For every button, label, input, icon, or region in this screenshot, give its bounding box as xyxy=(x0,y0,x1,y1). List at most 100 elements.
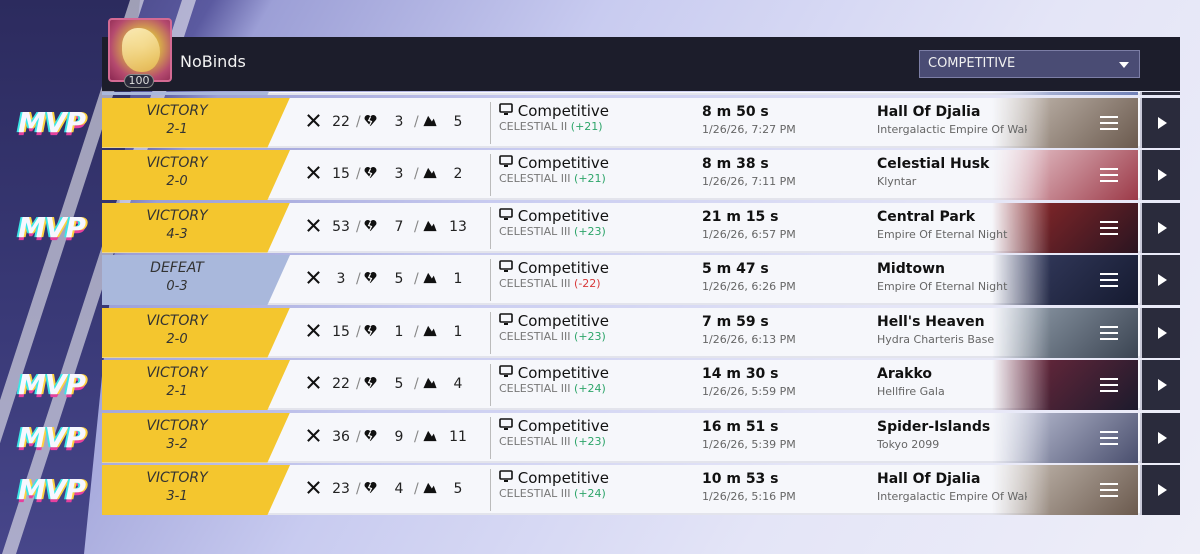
mode-name: Competitive xyxy=(517,364,609,382)
match-row[interactable]: VICTORY 3-1 23 / 4 / 5 Competitive CELES… xyxy=(102,465,1180,515)
result-label: VICTORY xyxy=(146,417,208,434)
map-name: Arakko xyxy=(877,366,933,382)
deaths-value: 3 xyxy=(394,113,404,130)
result-banner: VICTORY 4-3 xyxy=(102,202,290,253)
replay-play-button[interactable] xyxy=(1140,150,1180,200)
stat-separator: / xyxy=(356,113,361,130)
mvp-badge: MVP xyxy=(18,420,86,454)
replay-play-button[interactable] xyxy=(1140,255,1180,305)
match-date: 1/26/26, 6:26 PM xyxy=(702,280,796,293)
details-menu-icon[interactable] xyxy=(1098,112,1120,134)
kills-icon xyxy=(306,113,321,132)
assists-icon xyxy=(422,323,438,342)
kills-icon xyxy=(306,165,321,184)
monitor-icon xyxy=(499,364,513,382)
assists-icon xyxy=(422,375,438,394)
stat-separator: / xyxy=(414,481,419,497)
mode-filter-value: COMPETITIVE xyxy=(928,56,1016,71)
replay-play-button[interactable] xyxy=(1140,360,1180,410)
result-score: 2-0 xyxy=(166,331,188,347)
player-avatar[interactable] xyxy=(108,18,172,82)
deaths-icon xyxy=(363,323,378,342)
monitor-icon xyxy=(499,102,513,120)
match-row[interactable]: VICTORY 4-3 53 / 7 / 13 Competitive CELE… xyxy=(102,202,1180,253)
result-score: 2-1 xyxy=(166,384,188,399)
match-row[interactable]: VICTORY 2-0 15 / 3 / 2 Competitive CELES… xyxy=(102,150,1180,200)
monitor-icon xyxy=(499,207,513,225)
result-banner: VICTORY 2-0 xyxy=(102,307,290,358)
kills-value: 22 xyxy=(332,113,350,130)
stat-separator: / xyxy=(414,376,419,392)
deaths-value: 7 xyxy=(394,218,404,235)
match-time: 21 m 15 s 1/26/26, 6:57 PM xyxy=(702,209,796,241)
deaths-icon xyxy=(363,375,378,394)
mvp-badge: MVP xyxy=(18,210,86,244)
kills-icon xyxy=(306,480,321,499)
deaths-value: 5 xyxy=(394,271,404,287)
game-mode: Competitive CELESTIAL III (+23) xyxy=(490,311,609,354)
monitor-icon xyxy=(499,312,513,330)
replay-play-button[interactable] xyxy=(1140,97,1180,148)
stat-separator: / xyxy=(356,271,361,287)
match-row[interactable]: DEFEAT 0-1 5 / 6 / 2 Competitive CELESTI… xyxy=(102,92,1180,95)
details-menu-icon[interactable] xyxy=(1098,479,1120,501)
map-area: Tokyo 2099 xyxy=(877,437,940,451)
match-time: 8 m 50 s 1/26/26, 7:27 PM xyxy=(702,104,796,136)
details-menu-icon[interactable] xyxy=(1098,217,1120,239)
match-time: 7 m 59 s 1/26/26, 6:13 PM xyxy=(702,314,796,346)
assists-value: 5 xyxy=(453,481,463,497)
kills-value: 36 xyxy=(332,428,350,445)
map-name: Hall Of Djalia xyxy=(877,103,981,120)
map-info: Hell's Heaven Hydra Charteris Base xyxy=(877,314,1027,346)
match-row[interactable]: VICTORY 3-2 36 / 9 / 11 Competitive CELE… xyxy=(102,412,1180,463)
stat-separator: / xyxy=(356,428,361,445)
mvp-badge: MVP xyxy=(18,473,86,506)
match-time: 5 m 47 s 1/26/26, 6:26 PM xyxy=(702,261,796,293)
assists-icon xyxy=(422,113,438,132)
chevron-down-icon xyxy=(1119,62,1129,68)
match-row[interactable]: VICTORY 2-1 22 / 5 / 4 Competitive CELES… xyxy=(102,360,1180,410)
result-score: 4-3 xyxy=(166,226,188,242)
details-menu-icon[interactable] xyxy=(1098,269,1120,291)
rank-label: CELESTIAL III xyxy=(499,434,571,448)
monitor-icon xyxy=(499,154,513,172)
match-duration: 10 m 53 s xyxy=(702,471,779,487)
match-duration: 7 m 59 s xyxy=(702,313,769,330)
result-banner: DEFEAT 0-1 xyxy=(102,92,290,95)
assists-icon xyxy=(422,218,438,237)
map-thumbnail xyxy=(992,92,1138,95)
map-area: Empire Of Eternal Night xyxy=(877,280,1008,293)
replay-play-button[interactable] xyxy=(1140,202,1180,253)
monitor-icon xyxy=(499,259,513,277)
details-menu-icon[interactable] xyxy=(1098,427,1120,449)
match-history-list[interactable]: DEFEAT 0-1 5 / 6 / 2 Competitive CELESTI… xyxy=(102,92,1180,554)
stat-separator: / xyxy=(356,218,361,235)
assists-value: 1 xyxy=(453,271,463,287)
replay-play-button[interactable] xyxy=(1140,412,1180,463)
match-row[interactable]: DEFEAT 0-3 3 / 5 / 1 Competitive CELESTI… xyxy=(102,255,1180,305)
mode-filter-dropdown[interactable]: COMPETITIVE xyxy=(919,50,1140,78)
kills-icon xyxy=(306,375,321,394)
deaths-value: 1 xyxy=(394,323,404,340)
details-menu-icon[interactable] xyxy=(1098,164,1120,186)
deaths-value: 4 xyxy=(394,481,404,497)
replay-play-button[interactable] xyxy=(1140,307,1180,358)
match-row[interactable]: VICTORY 2-1 22 / 3 / 5 Competitive CELES… xyxy=(102,97,1180,148)
replay-play-button[interactable] xyxy=(1140,92,1180,95)
match-row[interactable]: VICTORY 2-0 15 / 1 / 1 Competitive CELES… xyxy=(102,307,1180,358)
assists-value: 1 xyxy=(453,323,463,340)
result-label: DEFEAT xyxy=(150,260,204,276)
assists-value: 11 xyxy=(449,428,467,445)
map-info: Celestial Husk Klyntar xyxy=(877,156,1027,188)
map-info: Midtown Empire Of Eternal Night xyxy=(877,261,1027,293)
replay-play-button[interactable] xyxy=(1140,465,1180,515)
game-mode: Competitive CELESTIAL III (+21) xyxy=(490,154,609,196)
details-menu-icon[interactable] xyxy=(1098,374,1120,396)
match-time: 16 m 51 s 1/26/26, 5:39 PM xyxy=(702,419,796,451)
map-info: Arakko Hellfire Gala xyxy=(877,366,1027,398)
match-date: 1/26/26, 7:27 PM xyxy=(702,122,796,136)
details-menu-icon[interactable] xyxy=(1098,322,1120,344)
map-name: Hell's Heaven xyxy=(877,313,985,330)
match-duration: 8 m 38 s xyxy=(702,156,769,172)
deaths-value: 9 xyxy=(394,428,404,445)
